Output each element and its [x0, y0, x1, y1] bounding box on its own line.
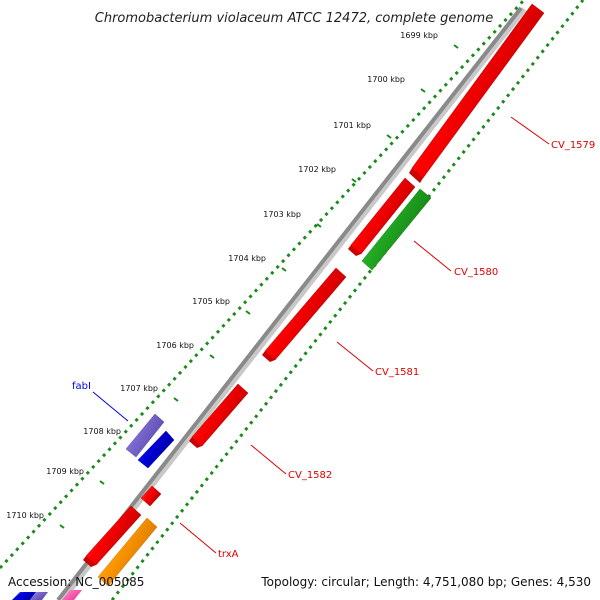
outer-tick-track [0, 0, 526, 570]
tick-mark [316, 223, 322, 228]
tick-label: 1706 kbp [156, 341, 194, 350]
tick-mark [209, 354, 215, 359]
leader-cv1581 [336, 341, 374, 372]
gene-small-red[interactable] [140, 485, 162, 507]
tick-mark [59, 524, 65, 529]
tick-mark [453, 44, 459, 49]
tick-label: 1700 kbp [367, 75, 405, 84]
tick-mark [281, 267, 287, 272]
tick-mark [351, 178, 357, 183]
label-cv1579[interactable]: CV_1579 [551, 140, 595, 151]
gene-trxa[interactable] [83, 505, 142, 567]
tick-label: 1699 kbp [400, 31, 438, 40]
label-fabi[interactable]: fabI [72, 381, 91, 392]
tick-label: 1703 kbp [263, 210, 301, 219]
tick-label: 1704 kbp [228, 254, 266, 263]
tick-label: 1707 kbp [120, 384, 158, 393]
accession-text: Accession: NC_005085 [8, 575, 144, 589]
backbone-shadow [59, 7, 527, 600]
gene-cv1581[interactable] [262, 267, 347, 362]
tick-mark [386, 134, 392, 139]
summary-text: Topology: circular; Length: 4,751,080 bp… [260, 575, 591, 589]
tick-label: 1705 kbp [192, 297, 230, 306]
tick-label: 1709 kbp [46, 467, 84, 476]
tick-mark [245, 310, 251, 315]
tick-mark [420, 88, 426, 93]
label-cv1580[interactable]: CV_1580 [454, 267, 498, 278]
label-cv1582[interactable]: CV_1582 [288, 470, 332, 481]
leader-cv1582 [250, 444, 287, 475]
gene-cv1579[interactable] [409, 3, 545, 183]
tick-label: 1701 kbp [333, 121, 371, 130]
gene-fabi-purple[interactable] [125, 413, 165, 458]
leader-fabi [92, 391, 129, 422]
gene-orange[interactable] [97, 517, 158, 587]
inner-tick-track [110, 0, 585, 600]
map-title: Chromobacterium violaceum ATCC 12472, co… [95, 11, 493, 26]
tick-label: 1710 kbp [6, 511, 44, 520]
gene-cv1582[interactable] [189, 383, 249, 448]
leader-cv1579 [510, 116, 550, 145]
gene-fabi[interactable] [137, 430, 175, 469]
gene-cv1580-upstream[interactable] [348, 177, 416, 256]
label-cv1581[interactable]: CV_1581 [375, 367, 419, 378]
gene-cv1580[interactable] [361, 188, 432, 271]
leader-cv1580 [413, 240, 452, 272]
tick-label: 1708 kbp [83, 427, 121, 436]
label-trxa[interactable]: trxA [218, 549, 239, 560]
leader-trxa [179, 522, 217, 554]
tick-labels: 1699 kbp 1700 kbp 1701 kbp 1702 kbp 1703 kbp… [6, 31, 459, 529]
tick-label: 1702 kbp [298, 165, 336, 174]
gene-bottom-purple[interactable] [30, 592, 48, 600]
gene-bottom-pink[interactable] [62, 590, 82, 600]
tick-mark [173, 397, 179, 402]
tick-mark [99, 480, 105, 485]
gene-bottom-blue[interactable] [12, 592, 36, 600]
backbone [56, 6, 523, 600]
